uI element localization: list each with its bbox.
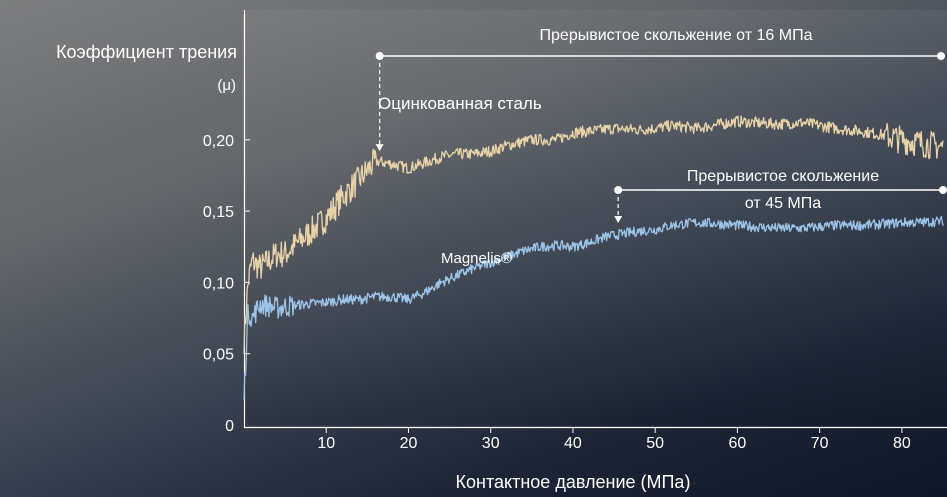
series-line-galvanized-steel (243, 115, 944, 354)
x-axis-title: Контактное давление (МПа) (456, 472, 691, 492)
x-tick-label: 40 (564, 435, 582, 452)
annotation-45-text-line1: Прерывистое скольжение (687, 168, 879, 185)
x-tick-label: 60 (729, 435, 747, 452)
plot-panel (243, 10, 947, 425)
y-tick-label: 0 (225, 418, 234, 435)
annotation-45-arrowhead (614, 216, 623, 224)
x-tick-label: 80 (893, 435, 911, 452)
y-tick-label: 0,10 (203, 275, 234, 292)
x-tick-label: 20 (400, 435, 418, 452)
annotation-45-dot-right (939, 186, 947, 194)
annotation-stick-slip-45: Прерывистое скольжение от 45 МПа (614, 168, 947, 224)
x-tick-label: 30 (482, 435, 500, 452)
x-tick-label: 10 (317, 435, 335, 452)
y-ticks: 0 0,05 0,10 0,15 0,20 (203, 133, 250, 435)
x-tick-label: 70 (811, 435, 829, 452)
annotation-16-arrowhead (375, 144, 384, 152)
y-axis-title-line1: Коэффициент трения (56, 42, 237, 62)
annotation-stick-slip-16: Прерывистое скольжение от 16 МПа (375, 27, 945, 152)
y-tick-label: 0,05 (203, 347, 234, 364)
x-ticks: 10 20 30 40 50 60 70 80 (317, 427, 911, 452)
annotation-45-text-line2: от 45 МПа (745, 195, 821, 212)
label-magnelis: Magnelis® (441, 250, 512, 267)
y-tick-label: 0,15 (203, 204, 234, 221)
y-axis-title-line2: (μ) (217, 77, 236, 94)
annotation-16-text: Прерывистое скольжение от 16 МПа (540, 27, 813, 44)
series (243, 115, 944, 401)
label-galvanized-steel: Оцинкованная сталь (378, 94, 542, 113)
annotation-16-dot-right (937, 52, 945, 60)
x-tick-label: 50 (646, 435, 664, 452)
series-line-magnelis (243, 215, 944, 401)
y-tick-label: 0,20 (203, 133, 234, 150)
